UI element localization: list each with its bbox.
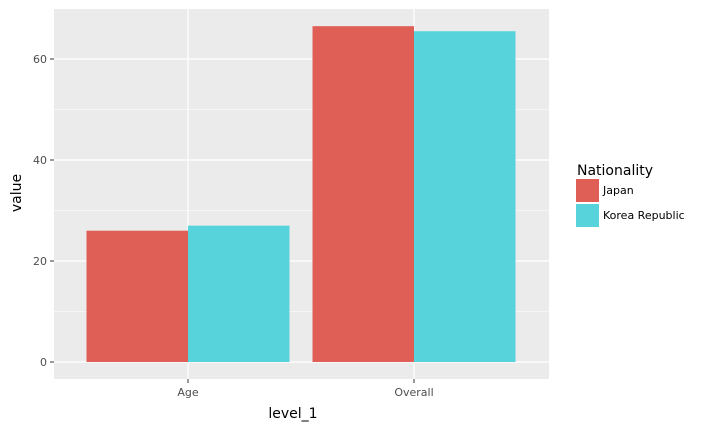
- bar-korea-republic-age: [188, 225, 290, 362]
- bars: [86, 26, 516, 363]
- x-axis-title: level_1: [268, 406, 317, 422]
- legend-items: Japan Korea Republic: [576, 179, 685, 227]
- y-axis: 0 20 40 60: [33, 53, 54, 369]
- legend-label: Korea Republic: [603, 209, 685, 222]
- bar-japan-age: [86, 230, 188, 362]
- x-tick-label: Age: [177, 386, 199, 399]
- y-tick-label: 40: [33, 154, 47, 167]
- legend-title: Nationality: [577, 163, 653, 179]
- legend-swatch: [576, 204, 599, 227]
- legend: Nationality Japan Korea Republic: [576, 163, 685, 227]
- x-axis: Age Overall: [177, 379, 434, 399]
- bar-japan-overall: [312, 26, 414, 363]
- y-tick-label: 0: [40, 356, 47, 369]
- bar-korea-republic-overall: [414, 31, 516, 362]
- y-tick-label: 60: [33, 53, 47, 66]
- y-tick-label: 20: [33, 255, 47, 268]
- y-axis-title: value: [9, 174, 25, 212]
- legend-swatch: [576, 179, 599, 202]
- x-tick-label: Overall: [394, 386, 433, 399]
- legend-label: Japan: [602, 184, 634, 197]
